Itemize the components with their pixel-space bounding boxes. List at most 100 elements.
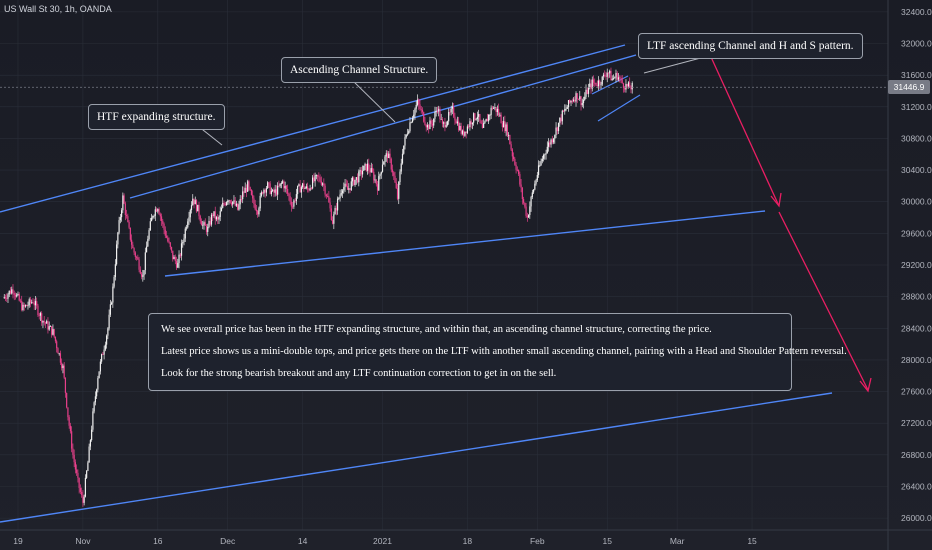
y-tick-label: 29200.0 bbox=[901, 260, 932, 270]
candle-body bbox=[486, 118, 488, 122]
candle-body bbox=[565, 108, 567, 110]
candle-body bbox=[300, 187, 302, 193]
candle-body bbox=[200, 221, 203, 226]
candle-body bbox=[530, 197, 532, 207]
candle-body bbox=[274, 189, 276, 193]
candle-body bbox=[174, 256, 176, 262]
candle-body bbox=[356, 177, 359, 183]
candle-body bbox=[346, 185, 349, 190]
candle-body bbox=[54, 336, 57, 342]
candle-body bbox=[370, 168, 372, 173]
y-tick-label: 29600.0 bbox=[901, 228, 932, 238]
candle-body bbox=[551, 139, 553, 143]
candle-body bbox=[142, 275, 144, 277]
candle-body bbox=[579, 96, 581, 100]
candle-body bbox=[233, 200, 235, 202]
candle-body bbox=[265, 188, 268, 193]
channel-lower-trendline bbox=[164, 210, 766, 277]
candle-body bbox=[361, 170, 364, 175]
candle-body bbox=[520, 184, 522, 188]
grid bbox=[0, 0, 888, 530]
candle-body bbox=[244, 187, 246, 193]
candle-body bbox=[478, 114, 480, 117]
candle-body bbox=[560, 117, 562, 122]
candle-body bbox=[469, 121, 471, 127]
candle-body bbox=[420, 109, 422, 110]
candle-body bbox=[430, 120, 432, 124]
candle-body bbox=[574, 99, 576, 102]
candle-body bbox=[179, 254, 181, 256]
x-tick-label: Feb bbox=[530, 536, 545, 546]
candle-body bbox=[298, 184, 300, 186]
candle-body bbox=[308, 189, 310, 191]
candle-body bbox=[570, 100, 572, 103]
candle-body bbox=[213, 211, 215, 216]
candle-body bbox=[531, 192, 533, 198]
candle-body bbox=[458, 121, 460, 131]
candle-body bbox=[321, 183, 324, 185]
candle-body bbox=[453, 106, 455, 117]
candle-body bbox=[418, 99, 420, 105]
candle-body bbox=[443, 122, 445, 124]
candle-body bbox=[566, 107, 568, 109]
candle-body bbox=[522, 199, 525, 203]
candle-body bbox=[133, 248, 135, 253]
candle-body bbox=[606, 72, 608, 77]
candle-body bbox=[205, 225, 208, 232]
candle-body bbox=[56, 341, 58, 349]
candle-body bbox=[403, 145, 405, 154]
candle-body bbox=[338, 198, 340, 199]
candle-body bbox=[468, 126, 470, 128]
candle-body bbox=[415, 104, 417, 109]
candle-body bbox=[164, 229, 166, 236]
candle-body bbox=[475, 119, 477, 120]
candle-body bbox=[137, 257, 139, 260]
candle-body bbox=[113, 277, 115, 287]
candle-body bbox=[373, 171, 375, 181]
candle-body bbox=[218, 216, 220, 220]
candle-body bbox=[260, 192, 263, 196]
candle-body bbox=[505, 124, 507, 132]
candle-body bbox=[284, 185, 286, 189]
candle-body bbox=[495, 107, 497, 113]
candle-body bbox=[604, 74, 606, 77]
candle-body bbox=[8, 290, 10, 295]
candle-body bbox=[473, 113, 475, 123]
candle-body bbox=[471, 122, 474, 125]
candle-body bbox=[199, 216, 201, 222]
candle-body bbox=[607, 72, 610, 74]
candle-body bbox=[504, 121, 506, 132]
candle-body bbox=[53, 329, 55, 337]
candle-body bbox=[526, 215, 528, 218]
candle-body bbox=[369, 169, 371, 173]
candle-body bbox=[52, 329, 54, 335]
candle-body bbox=[384, 156, 386, 163]
candle-body bbox=[6, 298, 8, 300]
y-tick-label: 31600.0 bbox=[901, 70, 932, 80]
candle-body bbox=[539, 165, 541, 167]
candle-body bbox=[459, 126, 461, 131]
candle-body bbox=[567, 100, 570, 108]
candle-body bbox=[594, 82, 596, 84]
candle-body bbox=[94, 396, 96, 403]
x-tick-label: 2021 bbox=[373, 536, 392, 546]
candle-body bbox=[248, 181, 250, 188]
candle-body bbox=[611, 78, 613, 81]
candle-body bbox=[529, 206, 531, 216]
candle-body bbox=[135, 256, 138, 258]
candle-body bbox=[411, 117, 414, 123]
candle-body bbox=[364, 163, 366, 166]
candle-body bbox=[374, 179, 376, 181]
ltf-callout: LTF ascending Channel and H and S patter… bbox=[638, 33, 863, 59]
candle-body bbox=[365, 163, 367, 171]
candle-body bbox=[626, 83, 628, 87]
candle-body bbox=[23, 304, 25, 307]
candle-body bbox=[474, 113, 476, 120]
candle-body bbox=[509, 134, 511, 145]
candle-body bbox=[116, 244, 118, 265]
candle-body bbox=[262, 192, 264, 194]
candle-body bbox=[466, 126, 469, 133]
candle-body bbox=[429, 120, 431, 130]
candle-body bbox=[595, 82, 597, 86]
